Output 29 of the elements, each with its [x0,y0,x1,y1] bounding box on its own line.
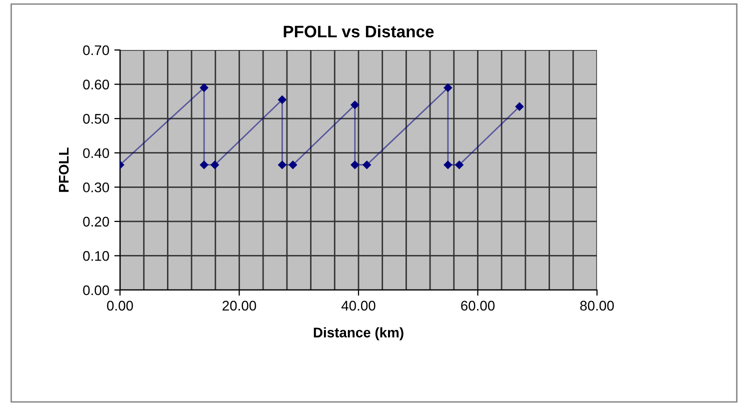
chart-title: PFOLL vs Distance [284,25,434,38]
point [444,160,452,169]
point [278,96,286,104]
point [350,160,360,169]
point [444,84,452,92]
y-tick-label: 0.40 [83,148,110,158]
point [455,160,464,169]
x-tick-label: 20.00 [222,300,256,311]
point [515,102,524,111]
point [200,160,208,169]
y-tick-label: 0.70 [83,45,110,56]
x-tick-label: 40.00 [341,300,376,311]
point [350,100,360,109]
point [200,84,208,92]
point [278,160,286,169]
y-tick-label: 0.00 [83,285,110,296]
x-axis-title: Distance (km) [314,327,404,340]
x-tick-label: 0.00 [107,300,133,311]
point [210,160,219,169]
point [362,160,371,169]
y-tick-label: 0.60 [83,80,110,90]
x-tick-label: 60.00 [461,300,495,311]
y-tick-label: 0.10 [83,251,110,261]
y-tick-label: 0.50 [83,114,110,124]
y-tick-label: 0.30 [83,182,110,192]
x-tick-label: 80.00 [580,300,614,311]
y-axis-title: PFOLL [58,148,69,192]
point [288,160,298,169]
y-tick-label: 0.20 [83,216,110,227]
